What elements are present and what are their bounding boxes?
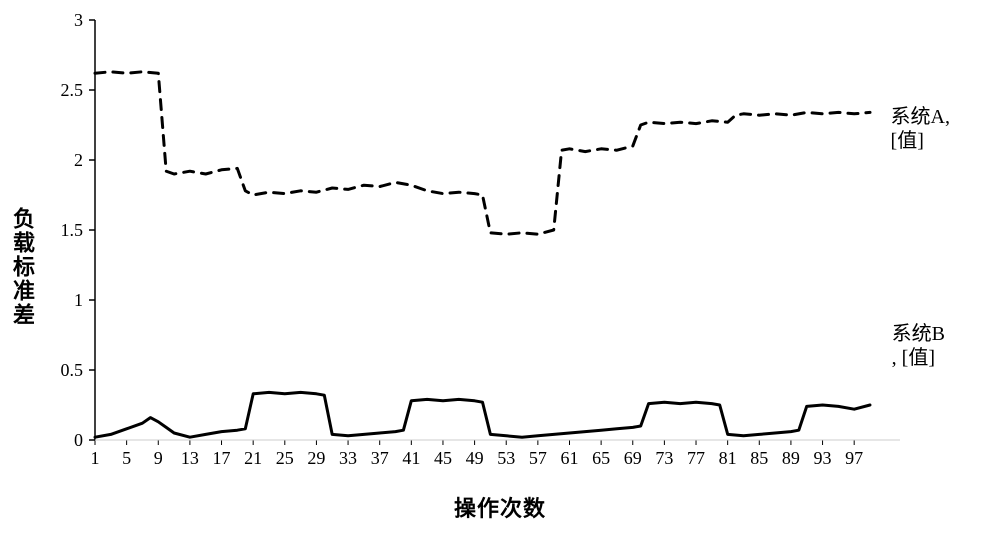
series-group <box>95 72 870 437</box>
svg-text:65: 65 <box>592 448 610 468</box>
chart-svg: 0 0.5 1 1.5 2 2.5 3 1 5 9 13 17 21 25 29 33 37 41 45 49 53 5… <box>0 0 1000 533</box>
svg-text:29: 29 <box>307 448 325 468</box>
svg-text:33: 33 <box>339 448 357 468</box>
svg-text:21: 21 <box>244 448 262 468</box>
svg-text:25: 25 <box>276 448 294 468</box>
svg-text:77: 77 <box>687 448 705 468</box>
svg-text:57: 57 <box>529 448 547 468</box>
svg-text:61: 61 <box>560 448 578 468</box>
svg-text:69: 69 <box>624 448 642 468</box>
svg-text:97: 97 <box>845 448 863 468</box>
svg-text:45: 45 <box>434 448 452 468</box>
svg-text:1: 1 <box>91 448 100 468</box>
svg-text:41: 41 <box>402 448 420 468</box>
svg-text:9: 9 <box>154 448 163 468</box>
series-a-label: 系统A, [值] <box>891 105 950 153</box>
y-axis: 0 0.5 1 1.5 2 2.5 3 <box>61 10 96 450</box>
svg-text:53: 53 <box>497 448 515 468</box>
series_b-line <box>95 392 870 437</box>
x-axis: 1 5 9 13 17 21 25 29 33 37 41 45 49 53 57 61 65 69 73 77 81 8… <box>91 440 864 468</box>
svg-text:93: 93 <box>814 448 832 468</box>
y-axis-title: 负载标准差 <box>6 207 38 327</box>
svg-text:89: 89 <box>782 448 800 468</box>
svg-text:73: 73 <box>655 448 673 468</box>
svg-text:13: 13 <box>181 448 199 468</box>
svg-text:37: 37 <box>371 448 389 468</box>
svg-text:5: 5 <box>122 448 131 468</box>
svg-text:81: 81 <box>719 448 737 468</box>
chart-container: 负载标准差 操作次数 系统A, [值] 系统B , [值] 0 0.5 1 1.5 2 2… <box>0 0 1000 533</box>
svg-text:0.5: 0.5 <box>61 360 84 380</box>
svg-text:49: 49 <box>466 448 484 468</box>
svg-text:2.5: 2.5 <box>61 80 84 100</box>
svg-text:2: 2 <box>74 150 83 170</box>
svg-text:17: 17 <box>213 448 231 468</box>
series_a-line <box>95 72 870 234</box>
svg-text:1: 1 <box>74 290 83 310</box>
svg-text:85: 85 <box>750 448 768 468</box>
svg-text:0: 0 <box>74 430 83 450</box>
svg-text:3: 3 <box>74 10 83 30</box>
svg-text:1.5: 1.5 <box>61 220 84 240</box>
series-b-label: 系统B , [值] <box>892 322 945 370</box>
x-axis-title: 操作次数 <box>0 491 1000 523</box>
